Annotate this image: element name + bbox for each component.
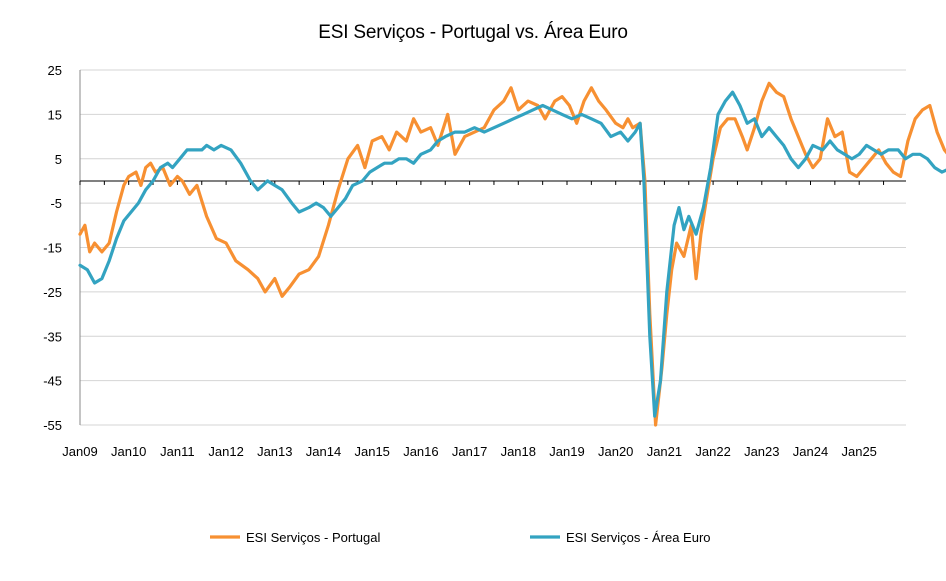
y-tick-label: -25	[43, 285, 62, 300]
x-tick-label: Jan19	[549, 444, 584, 459]
gridlines	[80, 69, 906, 426]
x-tick-label: Jan21	[647, 444, 682, 459]
x-tick-label: Jan15	[354, 444, 389, 459]
legend-label: ESI Serviços - Área Euro	[566, 530, 711, 545]
x-tick-label: Jan17	[452, 444, 487, 459]
y-tick-label: -5	[50, 196, 62, 211]
x-tick-label: Jan20	[598, 444, 633, 459]
y-tick-label: -45	[43, 374, 62, 389]
x-tick-label: Jan24	[793, 444, 828, 459]
y-tick-label: -15	[43, 241, 62, 256]
y-tick-label: -35	[43, 329, 62, 344]
series-line-portugal	[78, 81, 946, 427]
x-tick-label: Jan16	[403, 444, 438, 459]
y-tick-label: 15	[48, 107, 62, 122]
legend-label: ESI Serviços - Portugal	[246, 530, 380, 545]
series-line-area-euro	[78, 90, 946, 418]
x-tick-label: Jan13	[257, 444, 292, 459]
y-tick-label: 25	[48, 63, 62, 78]
x-tick-label: Jan25	[841, 444, 876, 459]
y-axis: 25 15 5 -5 -15 -25 -35 -45 -55	[43, 63, 81, 433]
legend: ESI Serviços - Portugal ESI Serviços - Ár…	[210, 530, 711, 545]
x-tick-label: Jan14	[306, 444, 341, 459]
chart-title: ESI Serviços - Portugal vs. Área Euro	[318, 22, 628, 43]
x-tick-label: Jan12	[208, 444, 243, 459]
y-tick-label: -55	[43, 418, 62, 433]
x-tick-label: Jan18	[501, 444, 536, 459]
x-tick-label: Jan23	[744, 444, 779, 459]
y-tick-label: 5	[55, 152, 62, 167]
series-lines	[78, 81, 946, 427]
x-tick-label: Jan22	[695, 444, 730, 459]
x-tick-label: Jan11	[160, 444, 194, 459]
x-tick-label: Jan09	[62, 444, 97, 459]
x-tick-label: Jan10	[111, 444, 146, 459]
x-axis: Jan09 Jan10 Jan11 Jan12 Jan13 Jan14 Jan15 Jan16…	[62, 180, 906, 459]
